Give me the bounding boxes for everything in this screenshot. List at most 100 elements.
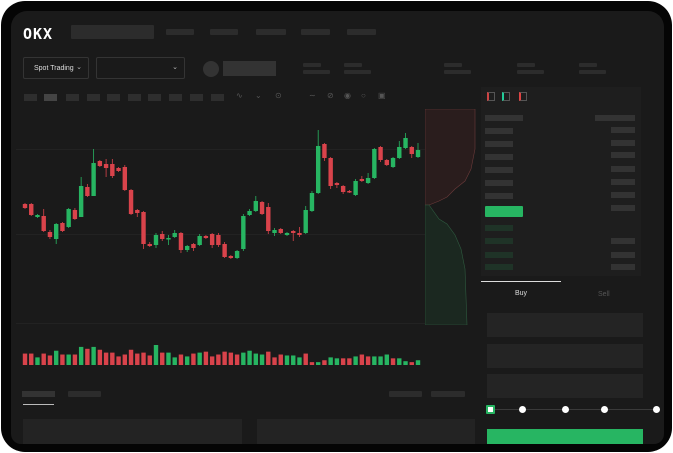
nav-item[interactable]	[210, 29, 238, 35]
market-type-dropdown[interactable]: Spot Trading ⌄	[23, 57, 89, 79]
order-book-bids-icon[interactable]	[502, 92, 510, 101]
timeframe-button[interactable]	[66, 94, 79, 101]
fullscreen-icon[interactable]: ▣	[378, 91, 386, 100]
volume-bar	[128, 349, 134, 365]
volume-bar	[340, 358, 346, 365]
indicator-icon[interactable]: ∿	[236, 91, 243, 100]
drawing-icon[interactable]: ⊘	[327, 91, 334, 100]
volume-bar	[322, 360, 327, 365]
candle-body	[353, 181, 358, 195]
candle-body	[60, 223, 65, 231]
nav-item[interactable]	[166, 29, 194, 35]
candle-body	[184, 246, 190, 250]
filter-button[interactable]	[431, 391, 465, 397]
candle-body	[116, 168, 121, 171]
line-icon[interactable]: ∼	[309, 91, 316, 100]
volume-bar	[103, 352, 109, 365]
ask-depth	[425, 109, 476, 206]
candle-body	[234, 251, 240, 258]
candle-body	[47, 232, 53, 237]
candle-body	[378, 147, 383, 160]
search-bar[interactable]	[71, 25, 154, 39]
volume-bar	[278, 354, 283, 365]
volume-bar	[166, 352, 171, 365]
candle-body	[122, 167, 128, 190]
slider-stop[interactable]	[519, 406, 526, 413]
tab-order-history[interactable]	[68, 391, 101, 397]
total-input[interactable]	[487, 374, 643, 398]
candle-body	[141, 212, 146, 244]
slider-handle[interactable]	[486, 405, 495, 414]
candle-body	[322, 144, 327, 158]
gridline	[16, 234, 426, 235]
nav-item[interactable]	[256, 29, 286, 35]
order-book-both-icon[interactable]	[487, 92, 495, 101]
candle-body	[191, 244, 196, 248]
camera-icon[interactable]: ◉	[344, 91, 351, 100]
nav-item[interactable]	[347, 29, 376, 35]
volume-bar	[303, 353, 308, 365]
timeframe-button[interactable]	[107, 94, 120, 101]
chevron-down-icon: ⌄	[172, 64, 178, 71]
candle-body	[160, 234, 165, 239]
volume-bar	[66, 354, 71, 365]
price-input[interactable]	[487, 313, 643, 337]
buy-button[interactable]	[487, 429, 643, 444]
candle-body	[272, 230, 277, 233]
leverage-slider[interactable]	[491, 409, 657, 410]
settings-icon[interactable]: ⊙	[275, 91, 282, 100]
volume-bar	[390, 358, 396, 365]
candle-body	[72, 210, 78, 219]
timeframe-button[interactable]	[190, 94, 203, 101]
volume-bar	[47, 355, 53, 365]
pair-dropdown[interactable]: ⌄	[96, 57, 185, 79]
volume-bar	[353, 356, 358, 365]
candle-body	[365, 178, 371, 183]
timeframe-button[interactable]	[148, 94, 161, 101]
volume-bar	[191, 353, 196, 365]
volume-bar	[384, 354, 390, 365]
order-book-asks-icon[interactable]	[519, 92, 527, 101]
buy-tab-underline	[481, 281, 561, 282]
tab-buy[interactable]: Buy	[515, 290, 528, 297]
stat-value	[303, 70, 330, 74]
candle-body	[222, 244, 227, 257]
timeframe-button[interactable]	[128, 94, 141, 101]
timeframe-button[interactable]	[87, 94, 100, 101]
settings-icon[interactable]: ○	[361, 91, 366, 100]
chevron-down-icon: ⌄	[76, 64, 82, 71]
volume-bar	[147, 355, 152, 365]
candlestick-chart[interactable]	[11, 11, 431, 381]
stat-label	[517, 63, 535, 67]
volume-bar	[216, 354, 221, 365]
candle-body	[328, 158, 333, 186]
volume-bar	[153, 345, 159, 365]
slider-stop[interactable]	[601, 406, 608, 413]
tab-sell[interactable]: Sell	[598, 291, 610, 298]
nav-item[interactable]	[301, 29, 330, 35]
slider-stop[interactable]	[653, 406, 660, 413]
slider-stop[interactable]	[562, 406, 569, 413]
volume-bar	[222, 351, 227, 365]
candle-body	[166, 238, 171, 240]
volume-bar	[365, 356, 371, 365]
volume-bar	[359, 354, 365, 365]
tab-open-orders[interactable]	[22, 391, 55, 397]
candle-body	[147, 244, 152, 246]
volume-bar	[60, 354, 65, 365]
timeframe-button[interactable]	[24, 94, 37, 101]
volume-bar	[272, 357, 277, 365]
filter-button[interactable]	[389, 391, 422, 397]
volume-bar	[97, 349, 103, 365]
chart-type-icon[interactable]: ⌄	[255, 91, 262, 100]
timeframe-button[interactable]	[211, 94, 224, 101]
stat-label	[579, 63, 597, 67]
timeframe-button-active[interactable]	[44, 94, 57, 101]
timeframe-button[interactable]	[169, 94, 182, 101]
volume-bar	[160, 352, 165, 365]
volume-bar	[91, 346, 96, 365]
stat-value	[344, 70, 371, 74]
volume-bar	[72, 354, 78, 365]
amount-input[interactable]	[487, 344, 643, 368]
